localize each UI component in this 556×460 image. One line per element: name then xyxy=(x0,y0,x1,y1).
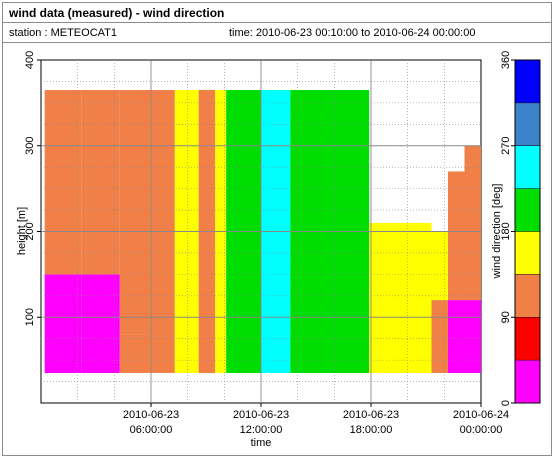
heatmap-cells xyxy=(44,90,481,373)
heatmap-cell xyxy=(369,222,432,232)
colorbar-swatch xyxy=(515,188,540,232)
colorbar-swatch xyxy=(515,60,540,103)
x-tick-label-time: 12:00:00 xyxy=(240,424,283,436)
station-label: station : METEOCAT1 xyxy=(9,27,117,39)
heatmap-cell xyxy=(44,274,82,373)
colorbar-tick-label: 0 xyxy=(500,400,512,406)
time-range-label: time: 2010-06-23 00:10:00 to 2010-06-24 … xyxy=(229,27,476,39)
heatmap-cell xyxy=(448,171,465,301)
colorbar-swatch xyxy=(515,145,540,189)
colorbar-swatch xyxy=(515,102,540,146)
colorbar-swatch xyxy=(515,360,540,403)
y-tick-label: 400 xyxy=(24,51,36,69)
x-axis-ticks: 2010-06-23 06:00:00 2010-06-23 12:00:00 2010… xyxy=(123,403,509,436)
colorbar-tick-label: 180 xyxy=(500,222,512,240)
y-tick-label: 200 xyxy=(24,222,36,240)
colorbar-label: wind direction [deg] xyxy=(491,184,503,280)
x-tick-label-date: 2010-06-23 xyxy=(123,409,179,421)
y-axis-ticks: 100 200 300 400 xyxy=(24,51,41,326)
x-tick-label-time: 06:00:00 xyxy=(130,424,173,436)
heatmap-cell xyxy=(369,231,432,373)
x-axis-label: time xyxy=(251,437,272,449)
colorbar-swatch xyxy=(515,231,540,275)
heatmap-cell xyxy=(44,90,82,275)
x-tick-label-time: 00:00:00 xyxy=(460,424,503,436)
heatmap-cell xyxy=(119,90,151,335)
colorbar-tick-label: 90 xyxy=(500,311,512,323)
y-tick-label: 300 xyxy=(24,137,36,155)
x-tick-label-time: 18:00:00 xyxy=(350,424,393,436)
colorbar-tick-label: 360 xyxy=(500,51,512,69)
heatmap-cell xyxy=(119,334,151,373)
heatmap-cell xyxy=(464,145,481,301)
heatmap-cell xyxy=(81,274,120,373)
x-tick-label-date: 2010-06-24 xyxy=(453,409,509,421)
heatmap-cell xyxy=(431,231,448,301)
chart-title: wind data (measured) - wind direction xyxy=(9,6,225,20)
colorbar: 0 90 180 270 360 xyxy=(500,51,541,406)
info-bar: station : METEOCAT1 time: 2010-06-23 00:… xyxy=(3,23,551,43)
y-tick-label: 100 xyxy=(24,308,36,326)
grid-lines xyxy=(41,60,481,403)
heatmap-cell xyxy=(81,90,120,275)
colorbar-swatch xyxy=(515,274,540,318)
colorbar-tick-label: 270 xyxy=(500,137,512,155)
x-tick-label-date: 2010-06-23 xyxy=(343,409,399,421)
colorbar-swatch xyxy=(515,317,540,361)
title-bar: wind data (measured) - wind direction xyxy=(3,3,551,23)
heatmap-cell xyxy=(448,300,465,373)
heatmap-cell xyxy=(464,300,481,373)
x-tick-label-date: 2010-06-23 xyxy=(233,409,289,421)
heatmap-cell xyxy=(431,300,448,373)
y-axis-label: height [m] xyxy=(16,207,28,255)
